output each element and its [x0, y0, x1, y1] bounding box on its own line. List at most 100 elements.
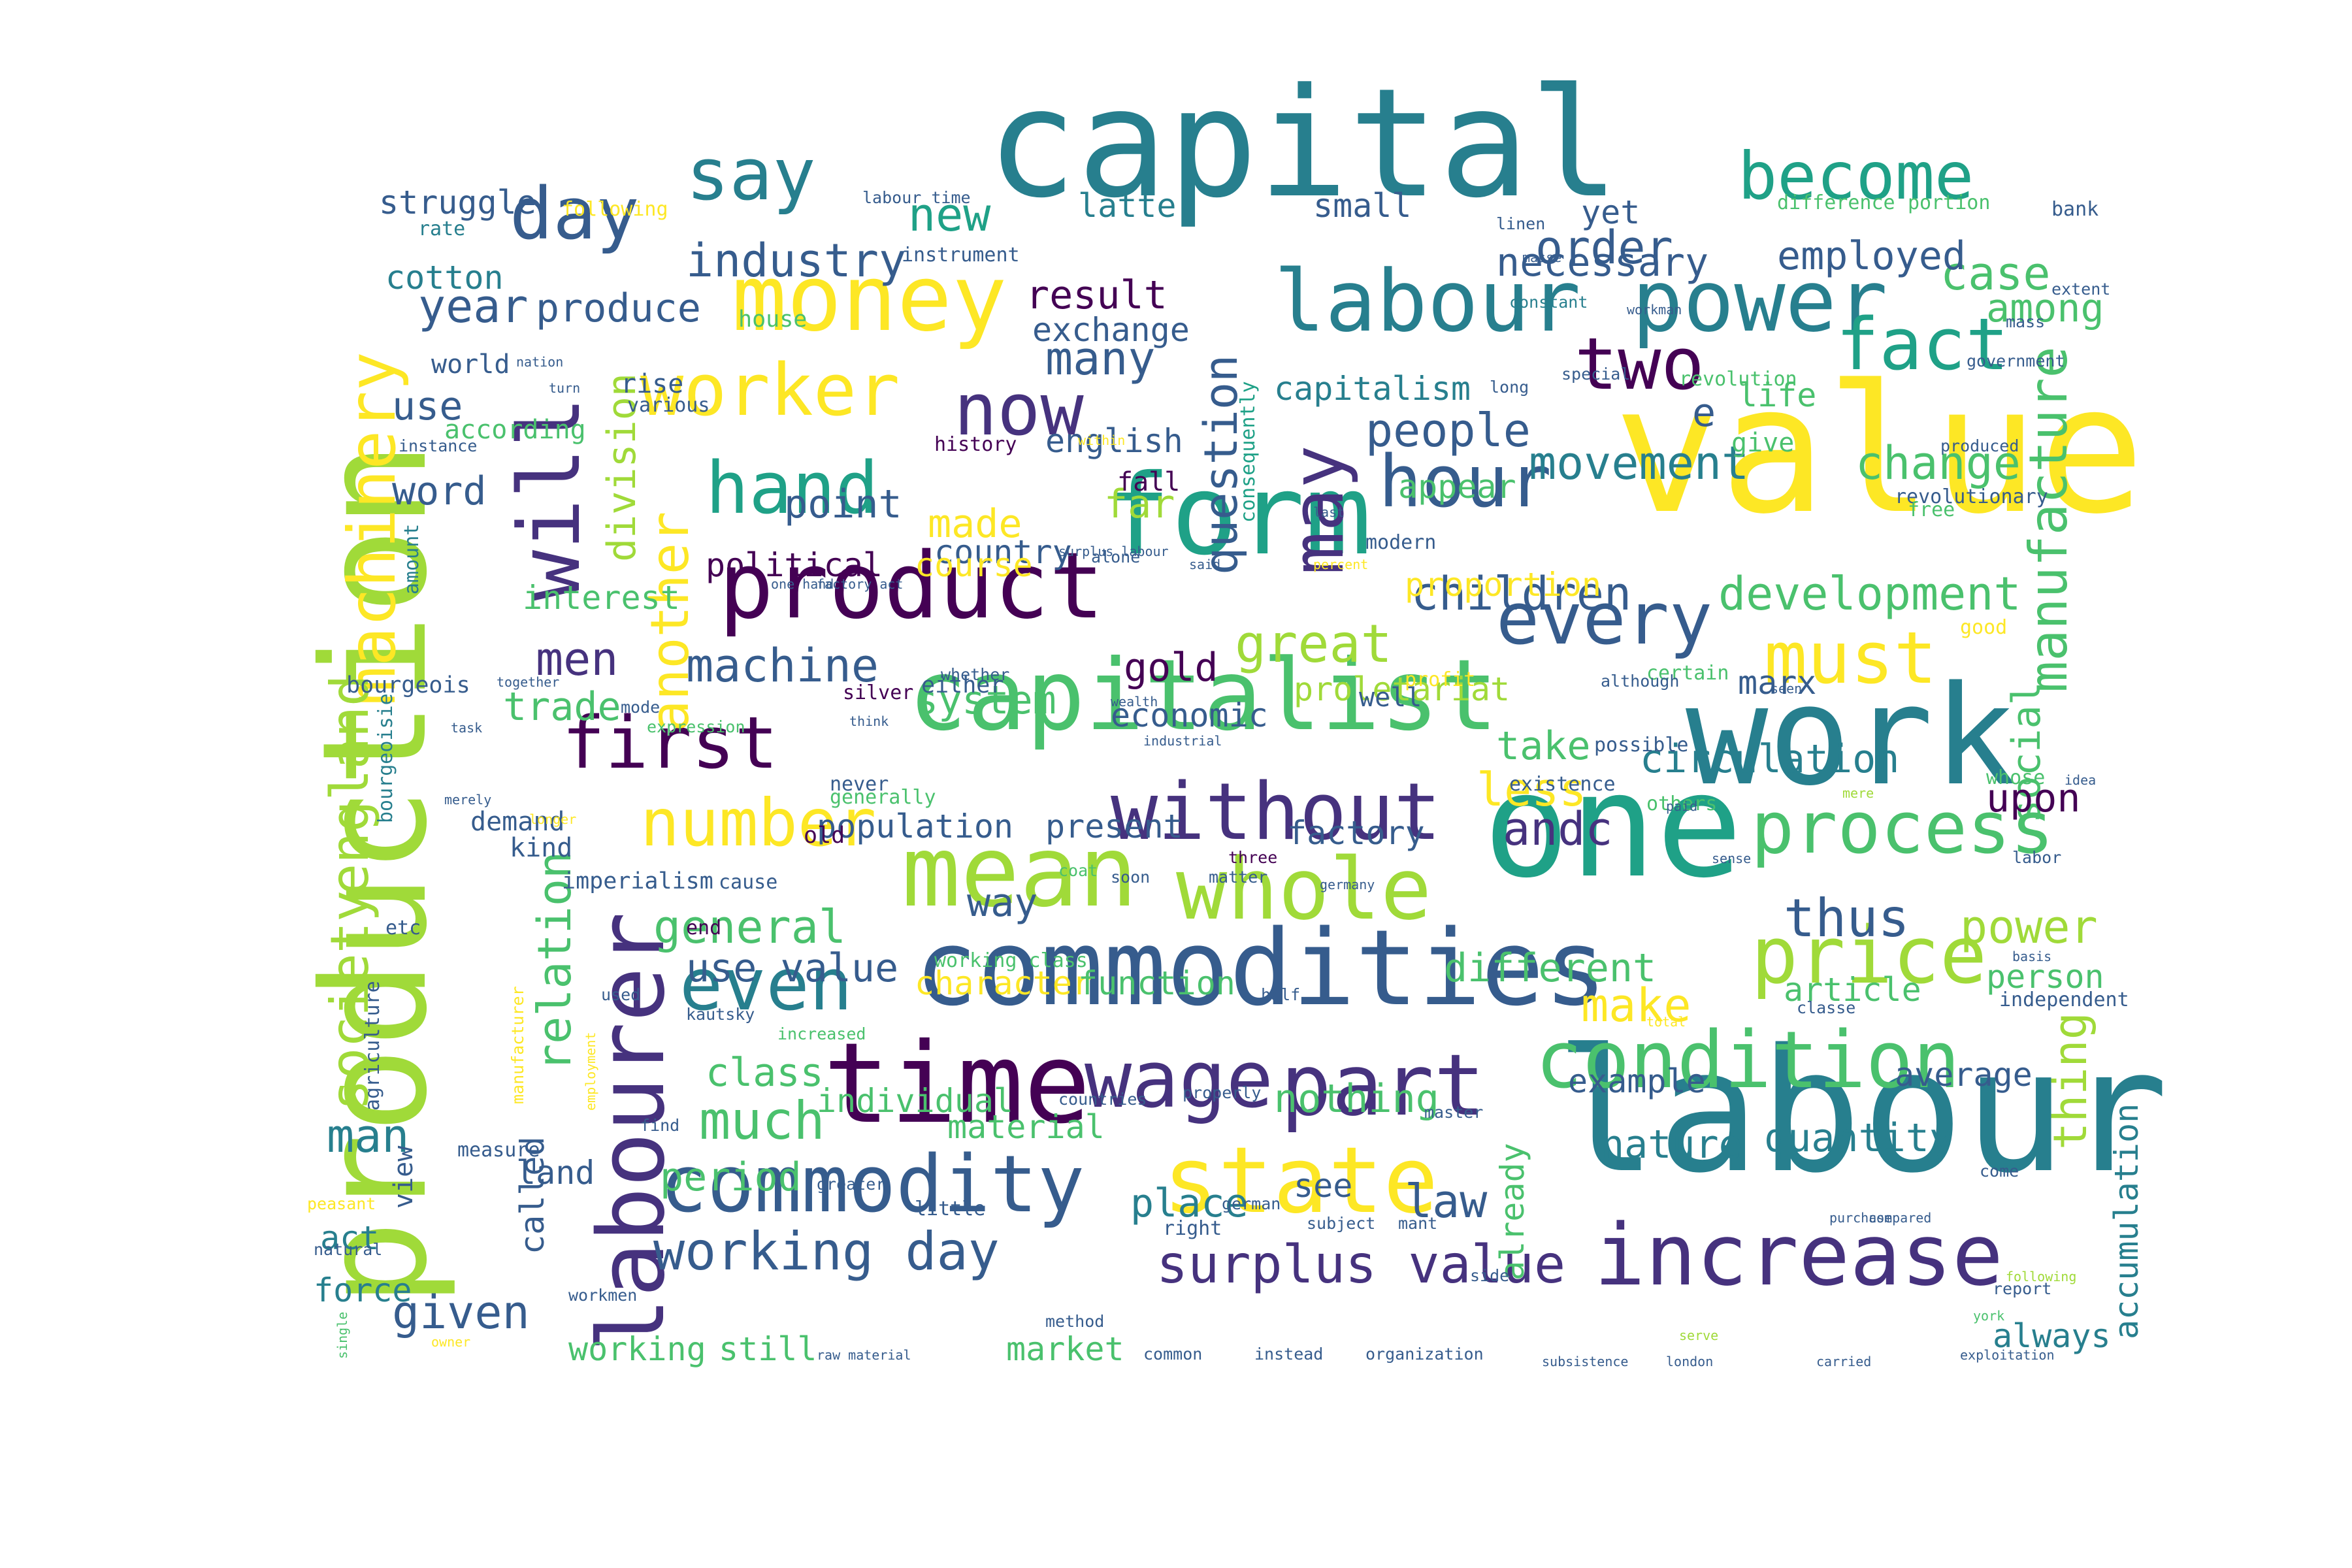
word-kind: kind — [510, 833, 573, 863]
word-cotton: cotton — [385, 259, 504, 297]
word-value: value — [1614, 347, 2145, 553]
word-state: state — [1163, 1128, 1439, 1234]
word-whether: whether — [941, 665, 1010, 684]
word-mode: mode — [621, 698, 661, 717]
word-coat: coat — [1058, 861, 1098, 880]
word-turn: turn — [549, 380, 581, 396]
word-soon: soon — [1111, 868, 1151, 887]
word-amount: amount — [400, 523, 423, 595]
word-either: either — [921, 672, 1004, 698]
word-paid: paid — [1666, 798, 1698, 814]
word-mant-2: mant — [1398, 1214, 1438, 1233]
word-place: place — [1130, 1181, 1249, 1226]
word-money: money — [732, 246, 1007, 352]
word-day: day — [510, 172, 640, 255]
word-side: side — [1470, 1266, 1510, 1285]
word-person: person — [1986, 958, 2104, 996]
word-labor: labor — [2012, 848, 2062, 867]
word-percent: percent — [1313, 557, 1369, 572]
word-expression: expression — [647, 717, 745, 736]
word-without: without — [1111, 767, 1441, 858]
word-basis: basis — [2012, 949, 2052, 964]
word-already: already — [1494, 1143, 1531, 1281]
word-london: london — [1666, 1354, 1714, 1369]
word-house: house — [738, 306, 808, 333]
word-revolutionary: revolutionary — [1895, 485, 2048, 508]
word-possible: possible — [1594, 734, 1689, 757]
word-three: three — [1228, 848, 1278, 867]
word-think: think — [849, 713, 889, 729]
word-mean: mean — [902, 815, 1138, 929]
word-working: working — [568, 1330, 706, 1368]
word-men: men — [536, 632, 619, 686]
word-average: average — [1895, 1056, 2033, 1094]
word-way: way — [967, 880, 1038, 926]
word-make: make — [1581, 979, 1691, 1032]
word-consequently: consequently — [1237, 381, 1260, 523]
word-upon: upon — [1986, 776, 2081, 821]
word-e: e — [1692, 390, 1716, 436]
word-properly: properly — [1183, 1083, 1262, 1102]
word-surplus-value: surplus value — [1156, 1234, 1566, 1295]
word-less: less — [1477, 763, 1587, 817]
word-thing: thing — [2044, 1012, 2097, 1150]
word-small: small — [1313, 187, 1412, 225]
word-market: market — [1006, 1330, 1124, 1368]
word-time: time — [823, 1019, 1091, 1149]
word-yet: yet — [1581, 193, 1641, 231]
word-surplus-labour: surplus labour — [1058, 544, 1169, 559]
word-merely: merely — [444, 792, 492, 808]
word-quantity: quantity — [1764, 1115, 1953, 1161]
word-well: well — [1359, 683, 1422, 713]
word-seen: seen — [1771, 681, 1803, 696]
word-english: english — [1045, 422, 1183, 460]
word-different: different — [1444, 945, 1657, 991]
word-constant: constant — [1509, 293, 1588, 312]
word-circulation: circulation — [1640, 736, 1900, 782]
word-employed: employed — [1777, 233, 1966, 279]
word-industrial: industrial — [1143, 733, 1222, 749]
word-never: never — [830, 773, 889, 796]
word-mere: mere — [1842, 785, 1874, 801]
word-thus: thus — [1784, 888, 1910, 949]
word-worker: worker — [640, 348, 900, 432]
word-man: man — [327, 1109, 410, 1163]
word-silver: silver — [843, 681, 914, 704]
word-far: far — [1104, 482, 1175, 527]
word-various: various — [627, 394, 710, 417]
word-word: word — [392, 468, 487, 514]
word-matter: matter — [1209, 868, 1268, 887]
word-function: function — [1078, 964, 1235, 1002]
word-proportion: proportion — [1405, 566, 1602, 604]
word-give: give — [1731, 428, 1795, 458]
word-cause: cause — [719, 871, 778, 894]
word-still: still — [719, 1330, 817, 1368]
word-right: right — [1163, 1217, 1222, 1240]
word-much: much — [699, 1090, 825, 1151]
word-product: product — [719, 533, 1105, 640]
word-view: view — [389, 1145, 419, 1209]
word-manufacturer: manufacturer — [508, 986, 527, 1104]
word-others: others — [1646, 792, 1718, 815]
word-long: long — [1490, 378, 1529, 397]
word-order: order — [1535, 221, 1673, 274]
word-capitalist: capitalist — [908, 639, 1499, 753]
word-carried: carried — [1816, 1354, 1872, 1369]
word-imperialism: imperialism — [562, 868, 713, 894]
word-process: process — [1751, 786, 2054, 870]
word-among: among — [1986, 286, 2104, 331]
word-struggle: struggle — [379, 184, 536, 221]
word-longer: longer — [529, 811, 577, 827]
word-existence: existence — [1509, 773, 1616, 796]
word-workmen: workmen — [568, 1286, 638, 1305]
word-use-value: use value — [686, 945, 899, 991]
word-working-class: working class — [934, 949, 1088, 972]
word-result: result — [1026, 272, 1168, 318]
word-serve: serve — [1679, 1328, 1719, 1343]
word-life: life — [1738, 376, 1817, 414]
word-bourgeoisie: bourgeoisie — [374, 693, 397, 823]
word-subject: subject — [1307, 1214, 1376, 1233]
word-find: find — [640, 1116, 680, 1135]
word-fall: fall — [1117, 467, 1181, 497]
word-modern: modern — [1365, 531, 1437, 554]
